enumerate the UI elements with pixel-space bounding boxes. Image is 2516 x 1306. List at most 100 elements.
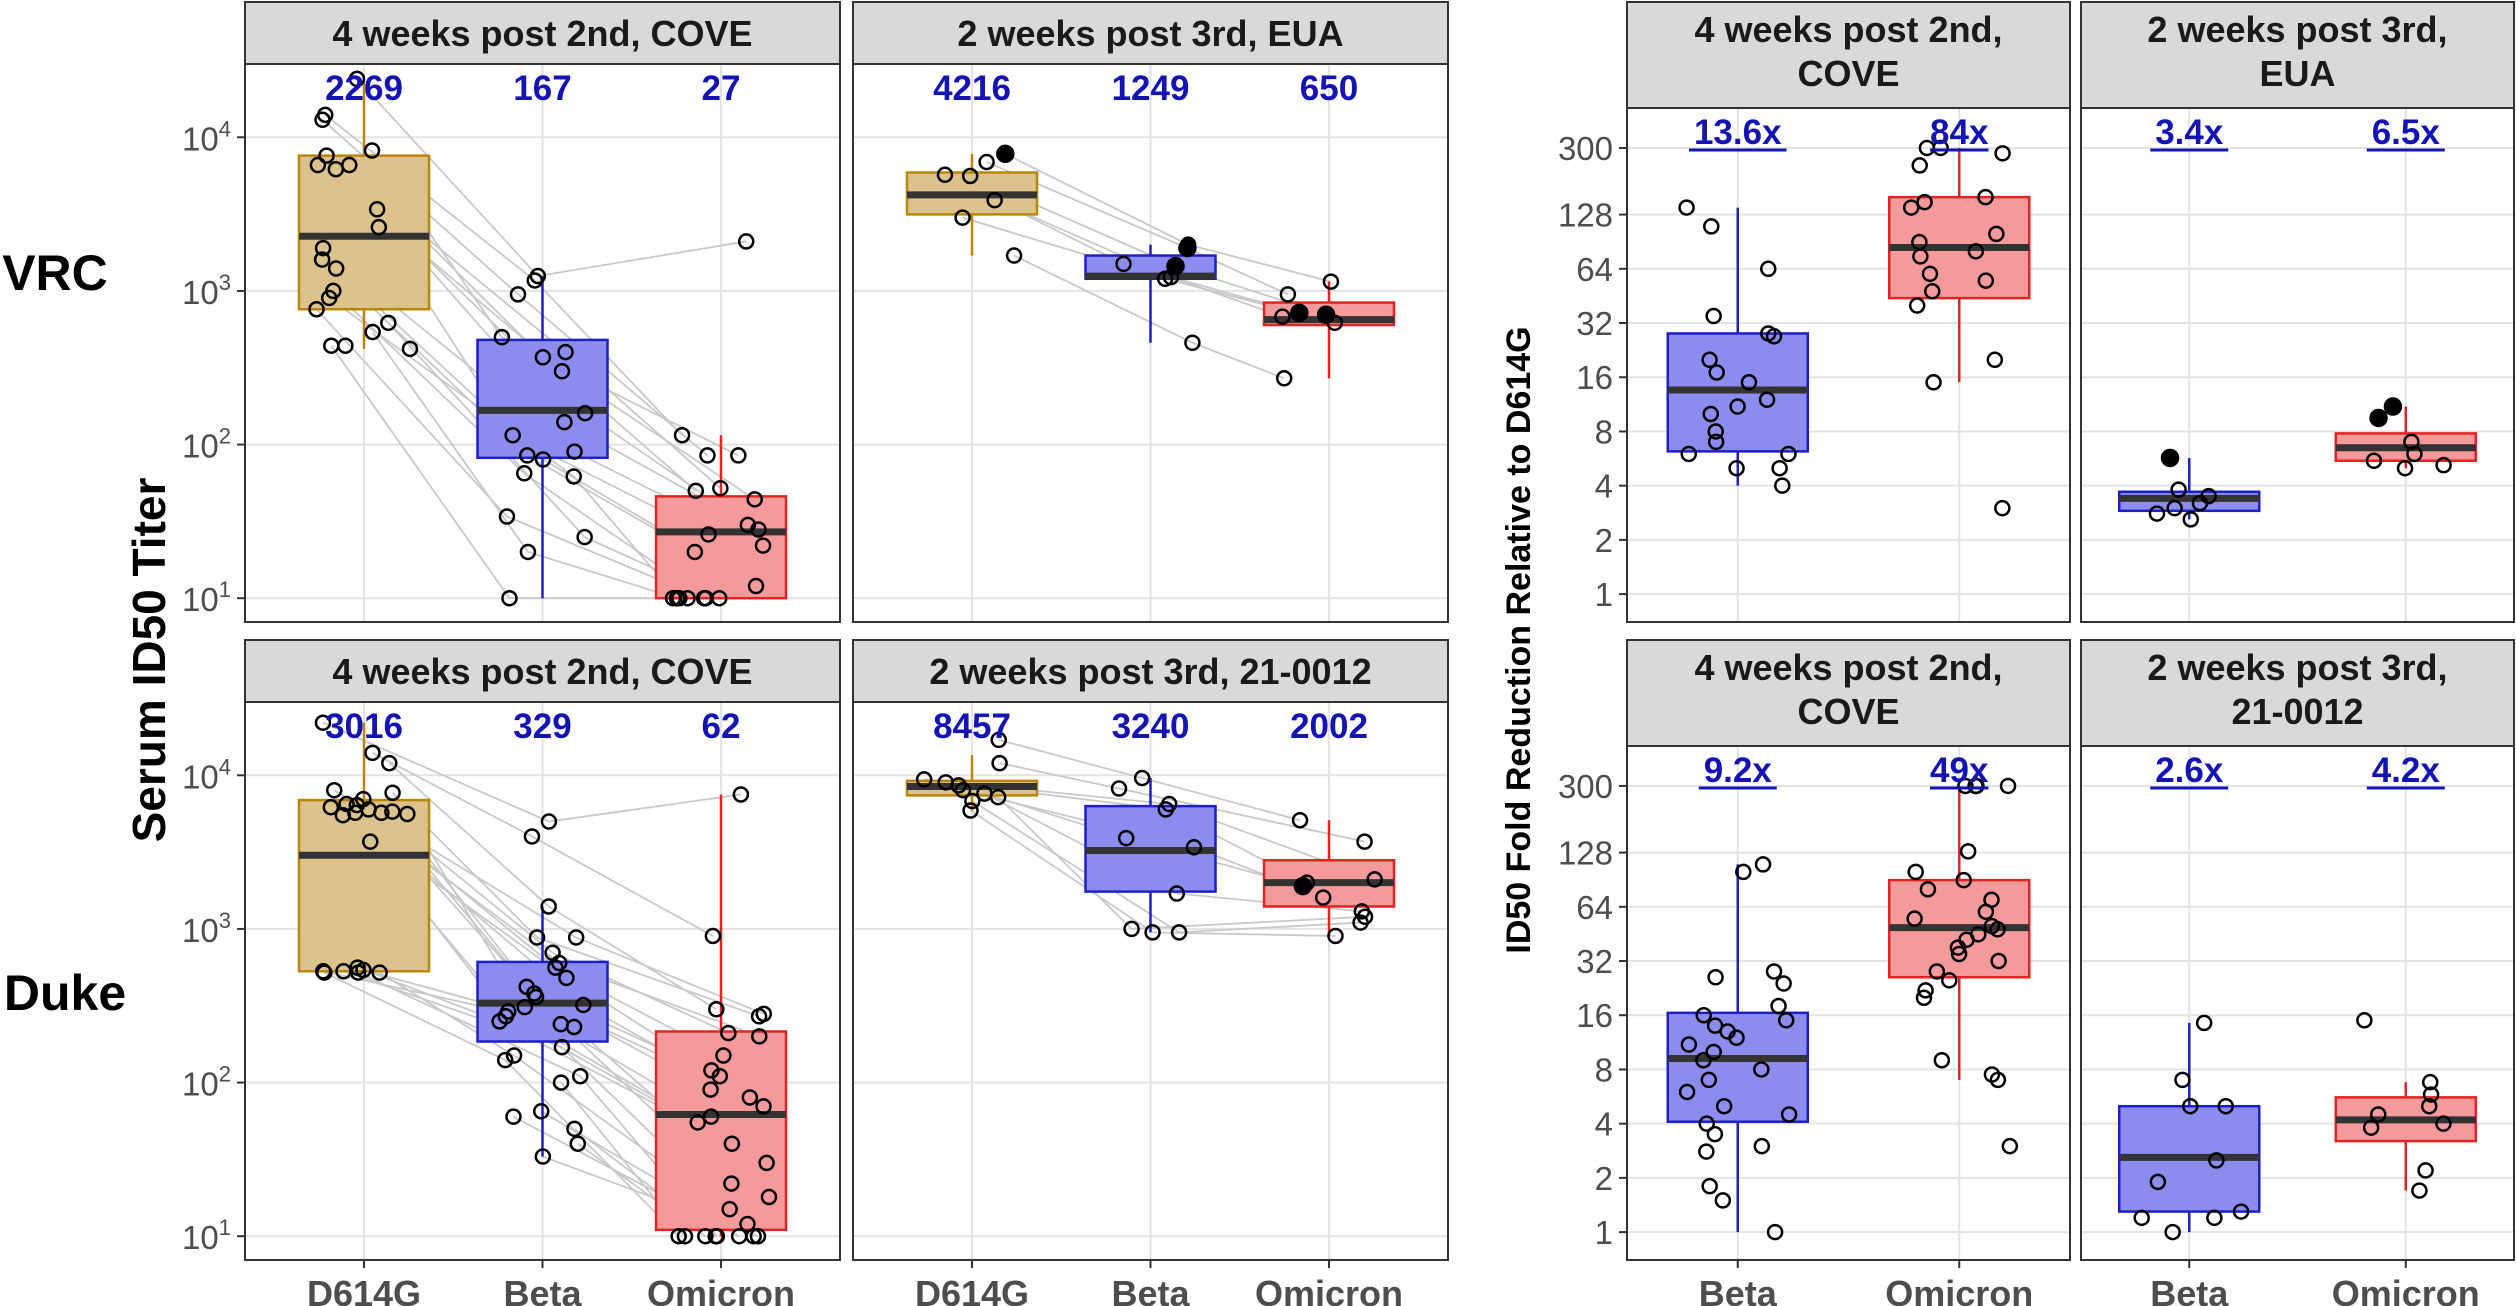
paired-line: [971, 800, 1180, 934]
data-point: [523, 828, 541, 845]
paired-line: [575, 936, 765, 1015]
data-point: [991, 754, 1008, 772]
data-point: [1777, 1012, 1795, 1029]
data-point: [1753, 1137, 1771, 1155]
x-tick-label: Beta: [1699, 1273, 1778, 1306]
y-tick-label: 102: [182, 424, 231, 465]
data-point: [1157, 801, 1175, 818]
annotation-value: 4.2x: [2372, 751, 2441, 790]
data-point: [1957, 777, 1974, 795]
data-point: [1698, 1143, 1715, 1160]
data-point: [712, 479, 729, 497]
data-point: [527, 988, 545, 1006]
data-point: [990, 731, 1008, 749]
data-point: [2417, 1162, 2434, 1179]
data-point: [526, 272, 544, 289]
data-point: [338, 795, 355, 813]
data-point: [723, 1175, 740, 1192]
y-tick-label: 16: [1576, 359, 1613, 396]
data-point: [1902, 199, 1920, 216]
data-point: [2182, 511, 2200, 528]
y-tick-label: 4: [1595, 1106, 1613, 1143]
paired-line: [323, 971, 506, 1061]
data-point: [337, 337, 354, 354]
annotation-value: 4216: [933, 69, 1011, 108]
data-point: [2365, 452, 2383, 470]
y-tick-label: 4: [1595, 468, 1613, 505]
box-d614g: [297, 798, 431, 973]
paired-line: [1004, 153, 1189, 246]
data-point: [314, 111, 331, 129]
annotation-value: 8457: [933, 707, 1011, 746]
data-point: [1701, 351, 1718, 369]
data-point: [1291, 811, 1309, 829]
data-point: [730, 1227, 748, 1245]
data-point: [711, 1067, 729, 1085]
data-point: [401, 340, 419, 358]
data-point: [498, 508, 516, 525]
data-point: [309, 156, 327, 174]
data-point: [348, 70, 366, 88]
data-point: [708, 1001, 725, 1018]
data-point: [2396, 459, 2414, 477]
y-tick-label: 32: [1576, 943, 1613, 980]
paired-line: [1192, 341, 1285, 380]
data-point: [566, 1120, 583, 1138]
panel-strip: [2080, 1, 2515, 109]
data-point: [2420, 1097, 2438, 1115]
paired-line: [548, 793, 742, 823]
data-point: [749, 1227, 767, 1245]
data-point: [1968, 777, 1985, 795]
data-point: [501, 589, 518, 607]
panel-strip: [852, 1, 1449, 65]
y-tick-label: 32: [1576, 305, 1613, 342]
data-point: [368, 201, 386, 218]
data-point: [697, 1227, 714, 1245]
data-point: [1921, 265, 1939, 283]
data-point: [565, 1018, 583, 1036]
data-point: [732, 786, 750, 803]
data-point: [1133, 769, 1151, 787]
data-point: [1765, 963, 1783, 980]
panel-title: 4 weeks post 2nd, COVE: [332, 13, 752, 54]
y-tick-label: 16: [1576, 997, 1613, 1034]
data-point: [2406, 445, 2423, 463]
data-point: [950, 777, 967, 794]
data-point: [1977, 903, 1995, 921]
y-tick-label: 103: [182, 270, 231, 311]
data-point: [566, 443, 583, 460]
paired-line: [998, 739, 1143, 779]
data-point: [2001, 1137, 2019, 1155]
paired-line: [970, 809, 1154, 934]
data-point: [1728, 1029, 1745, 1046]
row-label-duke: Duke: [4, 965, 126, 1021]
x-tick-label: D614G: [915, 1273, 1029, 1306]
data-point: [915, 771, 933, 788]
data-point: [1701, 1177, 1718, 1195]
data-point: [553, 1038, 571, 1056]
annotation-value: 13.6x: [1694, 113, 1782, 152]
annotation-value: 3240: [1112, 707, 1190, 746]
data-point: [1314, 889, 1332, 906]
data-point: [380, 314, 397, 332]
x-tick-label: Beta: [2150, 1273, 2229, 1306]
data-point: [1988, 225, 2005, 243]
data-point: [989, 788, 1007, 806]
data-point: [1322, 273, 1340, 290]
y-tick-label: 8: [1595, 413, 1613, 450]
data-point: [1955, 871, 1972, 889]
data-point: [314, 239, 332, 257]
data-point: [1729, 398, 1746, 415]
data-point: [1967, 243, 1985, 260]
panel-title: 2 weeks post 3rd,: [2147, 9, 2447, 50]
y-tick-label: 104: [182, 116, 231, 157]
panel-title: COVE: [1797, 691, 1899, 732]
data-point: [1123, 920, 1140, 938]
panel-title: COVE: [1797, 53, 1899, 94]
data-point: [1703, 218, 1720, 235]
data-point: [384, 803, 401, 820]
x-tick-label: Omicron: [647, 1273, 795, 1306]
y-tick-label: 102: [182, 1062, 231, 1103]
data-point: [553, 363, 571, 380]
data-point: [1907, 863, 1924, 881]
